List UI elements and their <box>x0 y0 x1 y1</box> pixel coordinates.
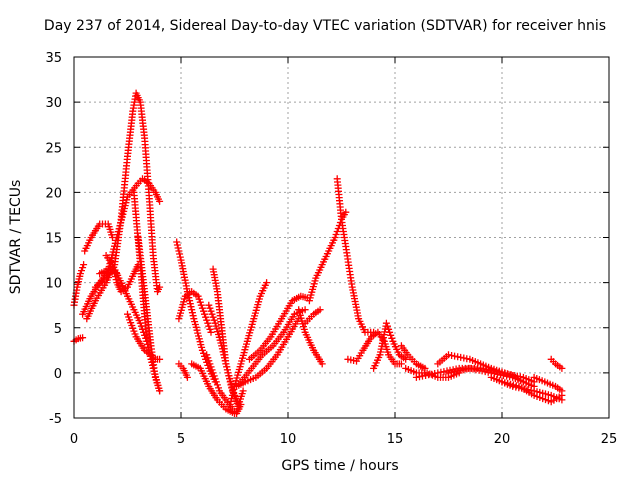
point-marks <box>397 342 429 372</box>
y-tick-label: 25 <box>45 141 62 156</box>
point-marks <box>91 175 164 291</box>
x-tick-label: 15 <box>387 432 404 447</box>
series-t37 <box>547 355 566 372</box>
x-axis-label: GPS time / hours <box>281 458 398 474</box>
tick-labels: 0 5 10 15 20 25 -5 0 5 10 15 20 25 30 35 <box>45 51 617 447</box>
series-t15 <box>175 360 191 381</box>
y-axis-label: SDTVAR / TECUs <box>8 180 24 295</box>
chart-title: Day 237 of 2014, Sidereal Day-to-day VTE… <box>44 18 606 34</box>
series-t2 <box>70 261 88 309</box>
plot-frame <box>73 56 610 419</box>
data-points <box>70 89 566 417</box>
y-tick-label: 10 <box>45 277 62 292</box>
series-t4 <box>81 220 116 255</box>
series-t13 <box>175 288 215 336</box>
series-t20 <box>233 315 303 390</box>
point-marks <box>175 288 215 336</box>
series-t31 <box>412 364 538 386</box>
y-tick-label: 30 <box>45 96 62 111</box>
y-tick-label: 5 <box>54 322 62 337</box>
series-t22 <box>246 292 311 363</box>
point-marks <box>70 261 88 309</box>
series-t19 <box>226 279 271 408</box>
series-t35 <box>498 378 566 406</box>
point-marks <box>134 234 164 395</box>
series-t29 <box>397 342 429 372</box>
series-t1 <box>70 334 87 345</box>
series-t28 <box>370 319 410 372</box>
series-t24 <box>333 175 378 336</box>
point-marks <box>70 334 87 345</box>
x-tick-label: 20 <box>494 432 511 447</box>
x-tick-label: 0 <box>70 432 78 447</box>
point-marks <box>498 378 566 406</box>
point-marks <box>301 306 324 327</box>
series-t18 <box>209 265 247 408</box>
point-marks <box>226 279 271 408</box>
point-marks <box>81 220 116 255</box>
series-t9 <box>124 310 164 363</box>
point-marks <box>370 319 410 372</box>
point-marks <box>246 292 311 363</box>
x-tick-label: 25 <box>601 432 618 447</box>
series-t27 <box>344 328 405 368</box>
y-tick-label: 0 <box>54 367 62 382</box>
x-tick-label: 5 <box>177 432 185 447</box>
x-tick-label: 10 <box>280 432 297 447</box>
y-tick-label: -5 <box>49 412 62 427</box>
point-marks <box>530 373 566 395</box>
series-t26 <box>301 306 324 327</box>
series-t33 <box>434 351 527 386</box>
series-t21 <box>237 306 309 386</box>
point-marks <box>175 360 191 381</box>
point-marks <box>237 306 309 386</box>
y-tick-label: 20 <box>45 186 62 201</box>
point-marks <box>233 315 303 390</box>
series-t11 <box>134 234 164 395</box>
point-marks <box>547 355 566 372</box>
grid <box>74 57 609 418</box>
series-t6 <box>91 175 164 291</box>
y-tick-label: 15 <box>45 232 62 247</box>
point-marks <box>295 306 326 368</box>
y-tick-label: 35 <box>45 51 62 66</box>
series-t36 <box>530 373 566 395</box>
series-t25 <box>295 306 326 368</box>
point-marks <box>434 351 527 386</box>
point-marks <box>333 175 378 336</box>
point-marks <box>344 328 405 368</box>
point-marks <box>209 265 247 408</box>
point-marks <box>124 310 164 363</box>
point-marks <box>412 364 538 386</box>
